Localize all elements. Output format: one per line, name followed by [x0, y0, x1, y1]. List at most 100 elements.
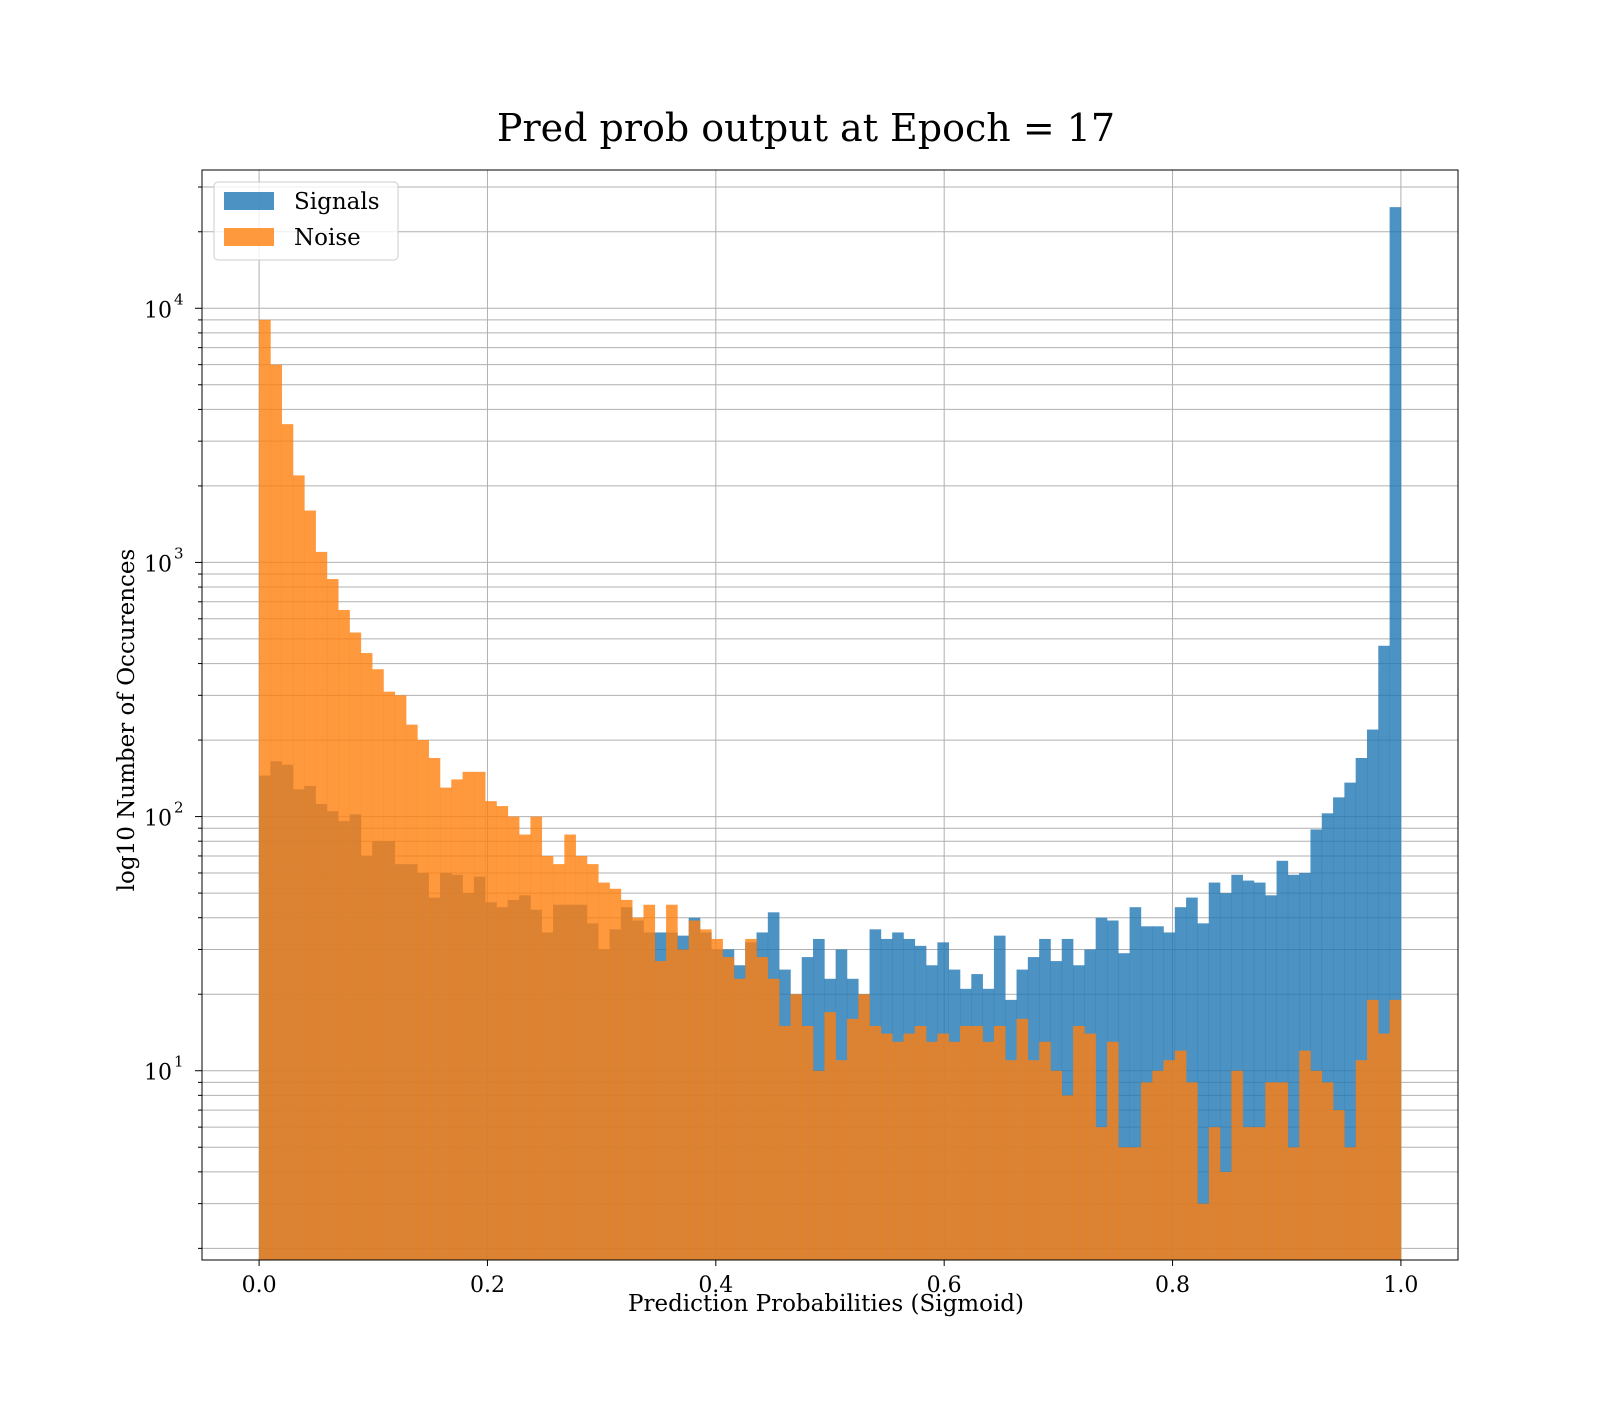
histogram-bar-noise: [801, 1025, 814, 1260]
histogram-bar-noise: [1208, 1127, 1221, 1260]
histogram-bar-noise: [880, 1033, 893, 1260]
y-tick-label: 10: [144, 298, 172, 323]
x-tick-label: 0.2: [470, 1273, 505, 1298]
histogram-bar-noise: [960, 1025, 972, 1260]
histogram-bar-signals: [1231, 874, 1243, 1260]
y-axis-label: log10 Number of Occurences: [114, 549, 140, 892]
histogram-bar-noise: [779, 1025, 791, 1260]
legend-swatch-noise: [224, 228, 274, 246]
histogram-bar-noise: [1106, 1041, 1119, 1260]
histogram-bar-noise: [1163, 1060, 1176, 1260]
histogram-bar-noise: [394, 695, 407, 1260]
histogram-bar-noise: [372, 669, 384, 1260]
histogram-bar-noise: [835, 1060, 848, 1260]
histogram-bar-noise: [315, 551, 328, 1260]
histogram-bar-noise: [1084, 1033, 1096, 1260]
histogram-bar-noise: [699, 929, 712, 1260]
histogram-bar-noise: [711, 938, 723, 1260]
histogram-bar-noise: [1321, 1082, 1334, 1260]
histogram-bar-signals: [1321, 813, 1334, 1260]
histogram-bar-signals: [1129, 907, 1142, 1260]
histogram-bar-noise: [790, 994, 803, 1260]
histogram-bar-noise: [1140, 1082, 1153, 1260]
histogram-bar-noise: [982, 1041, 995, 1260]
histogram-bar-noise: [530, 816, 543, 1260]
histogram-bar-signals: [1378, 645, 1390, 1260]
histogram-bar-noise: [598, 882, 610, 1260]
histogram-bar-noise: [1129, 1147, 1142, 1260]
histogram-bar-noise: [1152, 1070, 1164, 1260]
x-tick-label: 0.4: [698, 1273, 733, 1298]
histogram-bar-noise: [1355, 1060, 1368, 1260]
histogram-bar-noise: [1231, 1070, 1243, 1260]
histogram-bar-noise: [473, 771, 486, 1260]
histogram-bar-noise: [903, 1033, 916, 1260]
histogram-bar-noise: [993, 1025, 1006, 1260]
histogram-bar-noise: [304, 510, 316, 1261]
histogram-bar-noise: [1287, 1147, 1300, 1260]
histogram-bar-signals: [1333, 797, 1345, 1260]
y-tick-base: 10: [144, 807, 172, 832]
histogram-bar-noise: [417, 740, 429, 1260]
x-tick-label: 1.0: [1383, 1273, 1418, 1298]
histogram-bar-noise: [813, 1070, 825, 1260]
histogram-bar-noise: [937, 1033, 950, 1260]
histogram-bar-noise: [1265, 1082, 1277, 1260]
histogram-bar-noise: [541, 855, 554, 1260]
histogram-bar-noise: [666, 904, 678, 1260]
histogram-bar-noise: [360, 653, 373, 1260]
histogram-bar-noise: [564, 834, 576, 1260]
y-tick-exponent: 3: [174, 544, 184, 562]
histogram-bar-noise: [1310, 1070, 1323, 1260]
histogram-bar-noise: [293, 475, 305, 1260]
y-tick-exponent: 4: [174, 290, 184, 308]
histogram-bar-noise: [1174, 1050, 1187, 1260]
histogram-bar-noise: [519, 834, 531, 1260]
histogram-bar-signals: [1344, 782, 1356, 1260]
histogram-bar-noise: [1344, 1147, 1356, 1260]
histogram-bar-noise: [1197, 1203, 1210, 1260]
bars-layer: [259, 207, 1402, 1261]
histogram-bar-noise: [338, 609, 350, 1260]
histogram-bar-noise: [1276, 1082, 1289, 1260]
histogram-bar-noise: [485, 801, 497, 1260]
histogram-bar-noise: [643, 904, 656, 1260]
histogram-bar-signals: [1265, 895, 1277, 1260]
histogram-bar-noise: [553, 864, 565, 1260]
histogram-bar-noise: [926, 1041, 938, 1260]
histogram-bar-noise: [846, 1018, 859, 1260]
legend[interactable]: Signals Noise: [213, 181, 399, 261]
histogram-bar-noise: [756, 957, 769, 1260]
x-tick-label: 0.8: [1155, 1273, 1190, 1298]
histogram-bar-noise: [869, 1025, 882, 1260]
series-noise: [259, 319, 1402, 1261]
histogram-bar-signals: [1366, 729, 1379, 1260]
y-tick-label: 10: [144, 807, 172, 832]
histogram-bar-signals: [1186, 897, 1198, 1260]
histogram-bar-signals: [1310, 829, 1323, 1260]
histogram-bar-signals: [1242, 880, 1255, 1260]
y-tick-base: 10: [144, 552, 172, 577]
histogram-bar-noise: [632, 917, 644, 1260]
histogram-bar-noise: [1378, 1033, 1390, 1260]
legend-label-noise: Noise: [294, 225, 361, 251]
histogram-bar-noise: [824, 1012, 836, 1260]
histogram-bar-noise: [948, 1041, 961, 1260]
histogram-bar-noise: [1220, 1171, 1232, 1260]
histogram-bar-noise: [620, 899, 633, 1260]
histogram-bar-signals: [1095, 917, 1108, 1260]
legend-label-signals: Signals: [294, 189, 380, 215]
histogram-bar-noise: [507, 816, 520, 1260]
histogram-bar-noise: [326, 579, 339, 1260]
histogram-bar-noise: [1061, 1095, 1074, 1260]
histogram-bar-signals: [1287, 874, 1300, 1260]
histogram-bar-noise: [270, 364, 283, 1261]
histogram-bar-noise: [1039, 1041, 1051, 1260]
histogram-bar-noise: [586, 864, 599, 1260]
y-tick-base: 10: [144, 1061, 172, 1086]
histogram-bar-signals: [1118, 953, 1130, 1260]
histogram-bar-noise: [609, 888, 622, 1260]
